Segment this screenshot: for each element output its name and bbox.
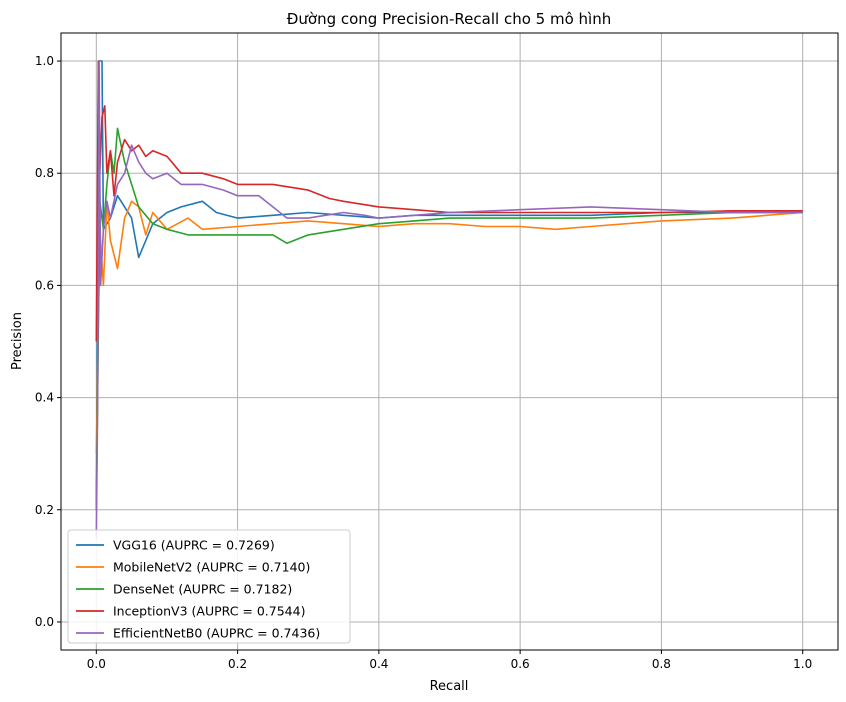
grid-lines — [61, 33, 838, 650]
x-tick-label: 0.4 — [369, 657, 388, 671]
series-line — [95, 60, 803, 510]
y-tick-label: 0.2 — [35, 503, 54, 517]
y-tick-label: 0.0 — [35, 615, 54, 629]
series-line — [95, 60, 803, 538]
x-tick-label: 0.6 — [511, 657, 530, 671]
x-tick-label: 1.0 — [793, 657, 812, 671]
legend-box — [67, 529, 351, 644]
y-tick-label: 0.8 — [35, 166, 54, 180]
plot-frame — [60, 32, 839, 651]
series-line — [95, 200, 803, 454]
y-tick-label: 1.0 — [35, 54, 54, 68]
x-tick-label: 0.2 — [228, 657, 247, 671]
legend-entry-label: EfficientNetB0 (AUPRC = 0.7436) — [113, 626, 320, 641]
x-tick-label: 0.8 — [652, 657, 671, 671]
axis-ticks: 0.0 0.2 0.4 0.6 0.8 1.0 0.0 0.2 0.4 0.6 0.8 1.0 — [35, 54, 812, 671]
series-lines — [95, 60, 803, 538]
y-axis-label: Precision — [10, 312, 25, 370]
legend-entry-label: MobileNetV2 (AUPRC = 0.7140) — [113, 560, 310, 575]
chart-title: Đường cong Precision-Recall cho 5 mô hìn… — [287, 10, 611, 28]
y-tick-label: 0.4 — [35, 391, 54, 405]
x-axis-label: Recall — [430, 679, 469, 694]
legend-entry-label: InceptionV3 (AUPRC = 0.7544) — [113, 604, 305, 619]
legend: VGG16 (AUPRC = 0.7269) MobileNetV2 (AUPRC… — [67, 529, 351, 644]
x-tick-label: 0.0 — [87, 657, 106, 671]
legend-entry-label: DenseNet (AUPRC = 0.7182) — [113, 582, 292, 597]
y-tick-label: 0.6 — [35, 278, 54, 292]
legend-entry-label: VGG16 (AUPRC = 0.7269) — [113, 538, 275, 553]
